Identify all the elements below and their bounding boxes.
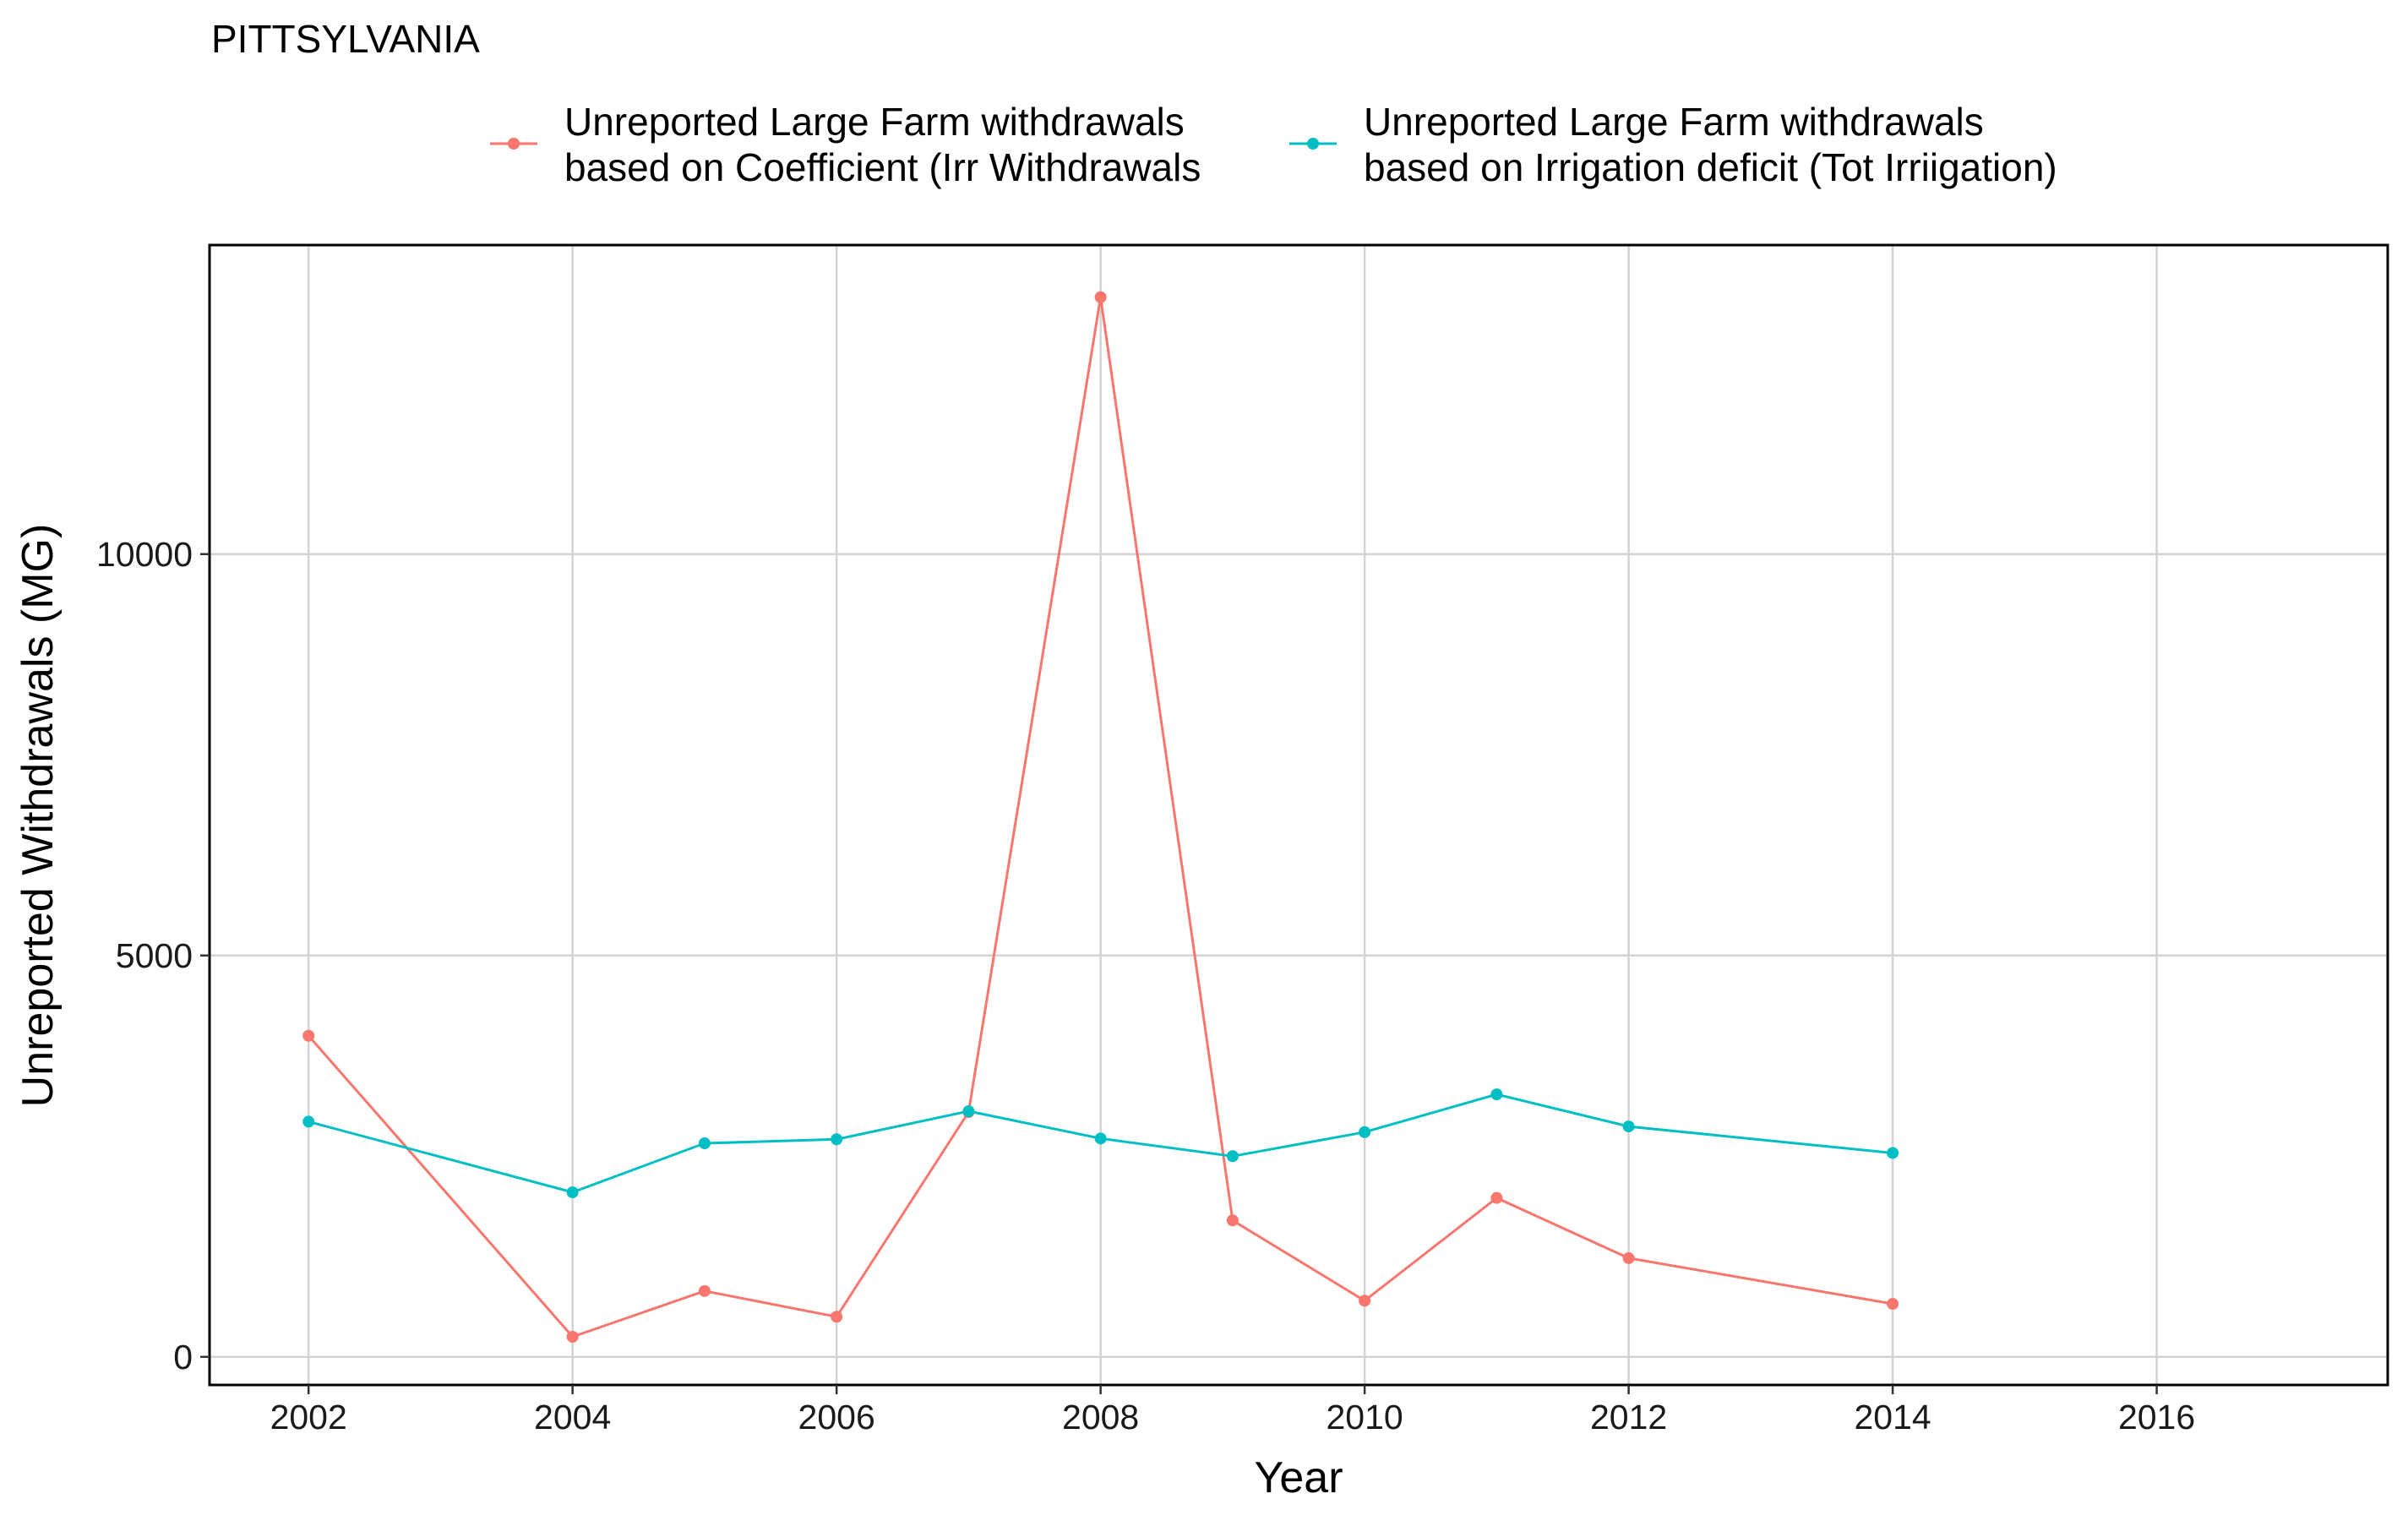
grid: [210, 245, 2388, 1385]
data-point-deficit: [1359, 1126, 1371, 1138]
data-point-deficit: [962, 1105, 975, 1118]
data-point-coefficient: [1359, 1295, 1371, 1307]
x-tick-label: 2012: [1590, 1398, 1667, 1436]
data-point-coefficient: [1622, 1251, 1635, 1264]
x-tick-label: 2016: [2118, 1398, 2195, 1436]
data-point-coefficient: [566, 1331, 579, 1343]
legend: Unreported Large Farm withdrawals based …: [490, 100, 2057, 189]
x-tick-label: 2014: [1854, 1398, 1931, 1436]
data-point-coefficient: [302, 1029, 315, 1042]
y-tick-label: 0: [173, 1338, 193, 1377]
legend-label-deficit-line1: Unreported Large Farm withdrawals: [1364, 100, 1984, 144]
series-layer: [302, 291, 1899, 1343]
data-point-deficit: [1094, 1132, 1107, 1145]
chart-title: PITTSYLVANIA: [211, 17, 480, 61]
data-point-deficit: [831, 1133, 843, 1146]
x-tick-label: 2008: [1062, 1398, 1139, 1436]
data-point-coefficient: [1887, 1298, 1899, 1311]
data-point-coefficient: [831, 1311, 843, 1323]
data-point-deficit: [1622, 1120, 1635, 1133]
legend-key-point-deficit: [1307, 138, 1319, 150]
data-point-deficit: [698, 1137, 711, 1150]
y-axis: 0 5000 10000: [96, 535, 210, 1377]
x-tick-label: 2010: [1327, 1398, 1403, 1436]
y-tick-label: 10000: [96, 535, 193, 574]
y-tick-label: 5000: [116, 936, 193, 975]
y-axis-title: Unreported Withdrawals (MG): [14, 524, 63, 1108]
data-point-coefficient: [1490, 1191, 1503, 1204]
legend-label-deficit-line2: based on Irrigation deficit (Tot Irriiga…: [1364, 145, 2057, 189]
data-point-deficit: [1887, 1147, 1899, 1159]
data-point-deficit: [1226, 1150, 1239, 1163]
x-tick-label: 2006: [798, 1398, 875, 1436]
legend-item-deficit: Unreported Large Farm withdrawals based …: [1289, 100, 2057, 189]
x-tick-label: 2002: [270, 1398, 347, 1436]
plot-panel: [210, 245, 2388, 1385]
data-point-coefficient: [1094, 291, 1107, 303]
data-point-deficit: [302, 1115, 315, 1128]
data-point-deficit: [1490, 1088, 1503, 1101]
plot-border: [208, 243, 2389, 1387]
x-axis: 2002 2004 2006 2008 2010 2012 2014 2016: [270, 1385, 2195, 1436]
legend-label-coefficient-line1: Unreported Large Farm withdrawals: [564, 100, 1185, 144]
data-point-coefficient: [1226, 1214, 1239, 1227]
data-point-deficit: [566, 1186, 579, 1198]
legend-key-point-coefficient: [508, 138, 520, 150]
x-axis-title: Year: [1254, 1453, 1343, 1502]
legend-label-coefficient-line2: based on Coefficient (Irr Withdrawals: [564, 145, 1201, 189]
data-point-coefficient: [698, 1284, 711, 1297]
series-deficit: [302, 1088, 1899, 1198]
legend-item-coefficient: Unreported Large Farm withdrawals based …: [490, 100, 1201, 189]
x-tick-label: 2004: [534, 1398, 611, 1436]
